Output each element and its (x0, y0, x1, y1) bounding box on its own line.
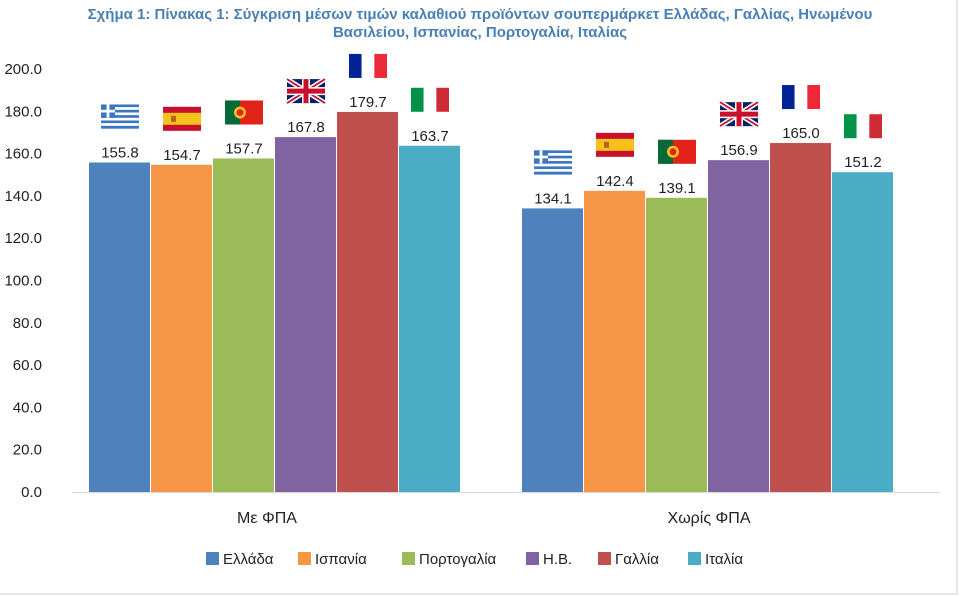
chart-title-line-1: Σχήμα 1: Πίνακας 1: Σύγκριση μέσων τιμών… (87, 6, 873, 23)
legend-label: Ιταλία (705, 551, 743, 568)
chart-title: Σχήμα 1: Πίνακας 1: Σύγκριση μέσων τιμών… (0, 6, 960, 42)
data-label: 154.7 (163, 147, 201, 164)
bar-spain-1 (151, 164, 212, 492)
y-tick-label: 140.0 (4, 188, 42, 205)
legend-swatch (598, 552, 611, 565)
legend-swatch (688, 552, 701, 565)
bar-greece-2 (522, 208, 583, 493)
spain-flag-icon (596, 132, 634, 157)
y-tick-label: 100.0 (4, 273, 42, 290)
y-tick-label: 0.0 (21, 484, 42, 501)
france-flag-icon (782, 85, 820, 110)
legend-swatch (298, 552, 311, 565)
portugal-flag-icon (658, 139, 696, 164)
legend-label: Η.Β. (543, 551, 572, 568)
bar-uk-1 (275, 137, 336, 492)
france-flag-icon (349, 53, 387, 78)
bar-portugal-2 (646, 197, 707, 492)
y-tick-label: 180.0 (4, 103, 42, 120)
data-label: 179.7 (349, 94, 387, 111)
y-tick-label: 80.0 (13, 315, 42, 332)
italy-flag-icon (411, 87, 449, 112)
x-category-label: Με ΦΠΑ (237, 510, 297, 527)
x-category-label: Χωρίς ΦΠΑ (668, 510, 751, 527)
bar-italy-2 (832, 172, 893, 492)
data-label: 163.7 (411, 128, 449, 145)
bar-france-1 (337, 111, 398, 492)
data-label: 142.4 (596, 173, 634, 190)
bar-spain-2 (584, 190, 645, 492)
bar-portugal-1 (213, 158, 274, 493)
y-tick-label: 20.0 (13, 442, 42, 459)
greece-flag-icon (101, 104, 139, 129)
legend-label: Γαλλία (615, 551, 659, 568)
bar-italy-1 (399, 145, 460, 492)
legend-swatch (526, 552, 539, 565)
legend: Ελλάδα Ισπανία Πορτογαλία Η.Β. Γαλλία Ιταλία (206, 551, 743, 568)
data-label: 165.0 (782, 125, 820, 142)
italy-flag-icon (844, 114, 882, 139)
legend-label: Ισπανία (315, 551, 367, 568)
portugal-flag-icon (225, 100, 263, 125)
uk-flag-icon (285, 76, 327, 106)
y-tick-label: 120.0 (4, 230, 42, 247)
bar-france-2 (770, 143, 831, 492)
uk-flag-icon (718, 100, 760, 129)
data-label: 167.8 (287, 119, 325, 136)
y-tick-label: 60.0 (13, 357, 42, 374)
bar-greece-1 (89, 162, 150, 492)
data-label: 157.7 (225, 140, 263, 157)
data-label: 134.1 (534, 190, 572, 207)
y-tick-label: 200.0 (4, 61, 42, 78)
data-label: 139.1 (658, 180, 696, 197)
spain-flag-icon (163, 106, 201, 131)
y-tick-label: 160.0 (4, 146, 42, 163)
legend-swatch (402, 552, 415, 565)
greece-flag-icon (534, 150, 572, 175)
y-tick-label: 40.0 (13, 399, 42, 416)
data-label: 155.8 (101, 144, 139, 161)
legend-label: Ελλάδα (223, 551, 274, 568)
bars (89, 111, 893, 493)
data-label: 156.9 (720, 142, 758, 159)
chart-title-line-2: Βασιλείου, Ισπανίας, Πορτογαλία, Ιταλίας (332, 24, 628, 41)
legend-label: Πορτογαλία (419, 551, 497, 568)
data-label: 151.2 (844, 154, 882, 171)
legend-swatch (206, 552, 219, 565)
bar-uk-2 (708, 160, 769, 492)
y-axis: 0.0 20.0 40.0 60.0 80.0 100.0 120.0 140.0 160.0 1… (4, 61, 42, 501)
